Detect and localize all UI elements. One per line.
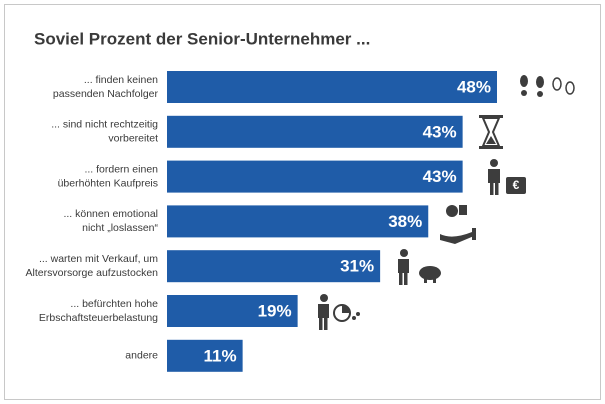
icons: €	[318, 75, 575, 330]
frame	[4, 4, 601, 400]
category-label: ... sind nicht rechtzeitig	[51, 119, 158, 131]
value-label: 11%	[204, 346, 237, 365]
icon-person-pie	[318, 294, 360, 330]
category-label: ... finden keinen	[84, 74, 158, 86]
value-label: 19%	[258, 301, 292, 320]
value-label: 38%	[388, 212, 422, 231]
category-label: überhöhten Kaufpreis	[58, 177, 158, 189]
value-label: 31%	[340, 257, 374, 276]
bar	[167, 295, 298, 327]
chart-title: Soviel Prozent der Senior-Unternehmer ..…	[34, 29, 370, 48]
bar	[167, 71, 497, 103]
category-label: ... warten mit Verkauf, um	[39, 253, 158, 265]
category-label: nicht „loslassen“	[82, 222, 158, 234]
category-label: ... befürchten hohe	[70, 298, 158, 310]
category-label: ... können emotional	[63, 208, 158, 220]
icon-hand-coin	[440, 205, 476, 244]
bar	[167, 115, 463, 148]
icon-person-briefcase: €	[488, 159, 526, 195]
bar	[167, 339, 243, 372]
category-label: andere	[125, 350, 158, 362]
icon-euro: €	[513, 178, 520, 192]
bar	[167, 160, 463, 193]
icon-footprints	[520, 75, 575, 97]
category-label: vorbereitet	[108, 133, 158, 145]
bar	[167, 205, 429, 238]
category-label: Altersvorsorge aufzustocken	[26, 267, 159, 279]
value-label: 43%	[423, 167, 457, 186]
icon-hourglass	[479, 115, 503, 149]
bar	[167, 250, 381, 283]
icon-person-piggy	[398, 249, 441, 285]
category-label: Erbschaftsteuerbelastung	[39, 312, 158, 324]
value-label: 43%	[423, 122, 457, 141]
category-label: passenden Nachfolger	[53, 88, 159, 100]
value-label: 48%	[457, 77, 491, 96]
category-label: ... fordern einen	[84, 163, 158, 175]
